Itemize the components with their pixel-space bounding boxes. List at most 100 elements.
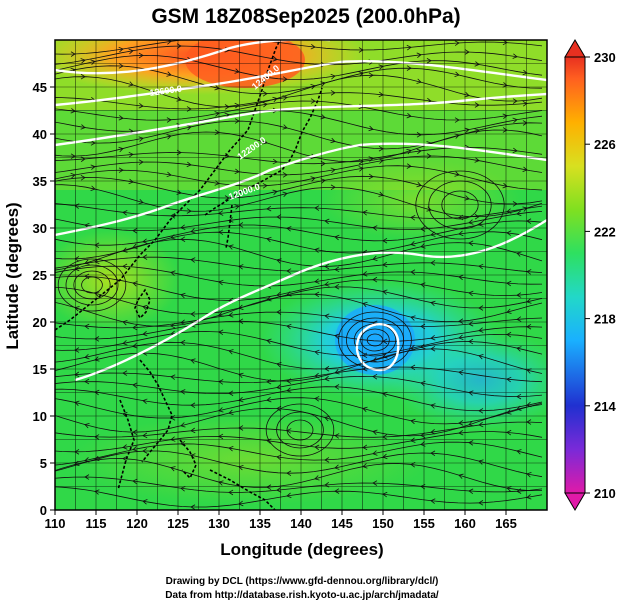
colorbar-max-arrow <box>564 39 586 58</box>
wind-arrow <box>334 284 340 290</box>
wind-arrow <box>324 313 330 319</box>
streamline <box>55 110 543 136</box>
height-contour <box>55 60 547 107</box>
wind-arrow <box>228 489 234 496</box>
wind-arrow <box>94 336 100 342</box>
x-tick-label: 140 <box>290 516 312 531</box>
circulation-ring <box>57 258 127 312</box>
y-tick-label: 45 <box>33 80 47 95</box>
wind-arrow <box>478 263 484 270</box>
wind-arrow <box>334 234 340 241</box>
wind-arrow <box>506 280 512 287</box>
wind-arrow <box>516 292 522 298</box>
wind-arrow <box>314 372 320 379</box>
wind-arrow <box>190 358 196 364</box>
wind-arrow <box>266 378 272 385</box>
wind-arrow <box>282 124 288 130</box>
wind-arrow <box>132 343 138 349</box>
streamline <box>55 386 543 412</box>
wind-arrow <box>94 291 100 297</box>
coastline <box>139 359 173 463</box>
wind-arrow <box>186 208 192 214</box>
wind-arrow <box>122 210 128 216</box>
streamline <box>55 175 543 205</box>
wind-arrow <box>262 91 268 97</box>
wind-arrow <box>406 112 412 119</box>
wind-arrow <box>238 264 244 270</box>
wind-arrow <box>186 161 192 168</box>
wind-arrow <box>430 498 436 504</box>
wind-arrow <box>410 269 416 275</box>
wind-arrow <box>272 56 278 62</box>
wind-arrow <box>330 73 336 80</box>
wind-arrow <box>276 405 282 412</box>
wind-arrow <box>512 98 518 104</box>
wind-arrow <box>128 151 134 158</box>
wind-arrow <box>314 444 320 451</box>
x-tick-label: 135 <box>249 516 271 531</box>
wind-arrow <box>506 208 512 214</box>
streamline <box>55 293 543 327</box>
wind-arrow <box>266 338 272 344</box>
wind-arrow <box>372 429 378 435</box>
streamline <box>55 311 543 329</box>
wind-arrow <box>430 429 436 435</box>
streamline <box>55 74 543 108</box>
wind-arrow <box>512 117 518 124</box>
coastline <box>225 204 233 249</box>
wind-arrow <box>314 396 320 402</box>
wind-arrow <box>84 423 90 429</box>
wind-arrow <box>176 43 182 49</box>
contour-label: 12600.0 <box>149 84 183 98</box>
wind-arrow <box>122 340 128 346</box>
wind-arrow <box>272 96 278 103</box>
wind-arrow <box>190 257 196 263</box>
y-axis: 0 5 10 15 20 25 30 35 40 45 <box>33 80 55 518</box>
wind-arrow <box>526 323 532 330</box>
wind-arrow <box>372 373 378 380</box>
wind-arrow <box>142 432 148 439</box>
wind-arrow <box>74 371 80 378</box>
wind-arrow <box>272 158 278 165</box>
wind-arrow <box>310 98 316 104</box>
wind-arrow <box>122 370 128 376</box>
wind-arrow <box>228 349 234 355</box>
y-tick-label: 10 <box>33 409 47 424</box>
colorbar-tick-label: 226 <box>594 137 616 152</box>
colorbar: 210 214 218 222 226 230 <box>564 39 616 511</box>
wind-arrow <box>94 489 100 495</box>
wind-arrow <box>516 393 522 400</box>
streamline <box>55 486 543 508</box>
y-tick-label: 15 <box>33 362 47 377</box>
wind-arrow <box>368 173 374 180</box>
x-axis: 110 115 120 125 130 135 140 145 150 155 160 165 <box>45 510 517 531</box>
y-tick-label: 0 <box>40 503 47 518</box>
wind-arrow <box>516 449 522 455</box>
wind-arrow <box>416 181 422 188</box>
wind-arrow <box>234 204 240 210</box>
wind-arrow <box>190 311 196 317</box>
wind-arrow <box>180 319 186 325</box>
wind-arrow <box>74 449 80 455</box>
wind-arrow <box>526 218 532 224</box>
wind-arrow <box>516 405 522 411</box>
wind-arrow <box>224 195 230 201</box>
streamline <box>55 275 543 301</box>
wind-arrow <box>410 215 416 221</box>
wind-arrow <box>464 127 470 133</box>
wind-arrow <box>526 472 532 478</box>
wind-arrow <box>362 210 368 216</box>
wind-arrow <box>228 390 234 396</box>
streamline <box>55 431 543 453</box>
wind-arrow <box>142 238 148 244</box>
wind-arrow <box>458 230 464 237</box>
wind-arrow <box>362 352 368 359</box>
wind-arrow <box>372 255 378 262</box>
streamline <box>55 421 543 438</box>
streamline <box>55 65 543 95</box>
y-tick-label: 30 <box>33 221 47 236</box>
circulation-ring <box>81 276 103 294</box>
wind-arrow <box>228 409 234 415</box>
wind-arrow <box>334 464 340 470</box>
